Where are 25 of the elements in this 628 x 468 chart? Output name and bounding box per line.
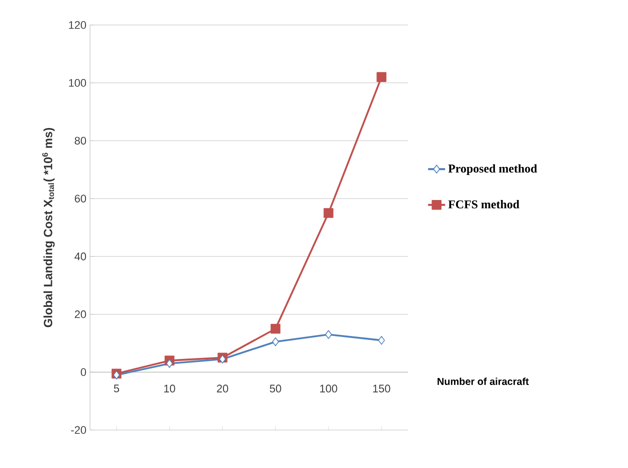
point [325,330,332,339]
x-tick-label: 100 [320,384,338,392]
y-tick-label: 100 [69,78,86,87]
point [378,336,385,345]
y-tick-label: 60 [74,194,86,202]
y-tick-label: 20 [74,310,86,318]
x-tick-label: 50 [270,384,282,392]
x-axis-title: Number of airacraft [438,378,529,385]
point [324,208,334,218]
legend-label: FCFS method [448,200,520,208]
point [270,324,280,334]
point [376,72,386,82]
y-tick-label: 0 [80,368,86,376]
y-tick-label: 40 [74,252,86,260]
x-tick-label: 10 [164,384,176,392]
x-tick-label: 150 [373,384,390,392]
y-tick-label: 120 [69,21,86,29]
y-tick-label: -20 [71,426,86,434]
x-tick-label: 20 [216,384,228,392]
y-axis-title: Global Landing Cost X$_{total}$( *10$^{6}$ ms) [42,128,55,328]
y-tick-label: 80 [74,136,86,145]
point [272,337,279,346]
legend-label: Proposed method [448,164,538,176]
point [166,359,173,368]
x-tick-label: 5 [114,384,120,392]
